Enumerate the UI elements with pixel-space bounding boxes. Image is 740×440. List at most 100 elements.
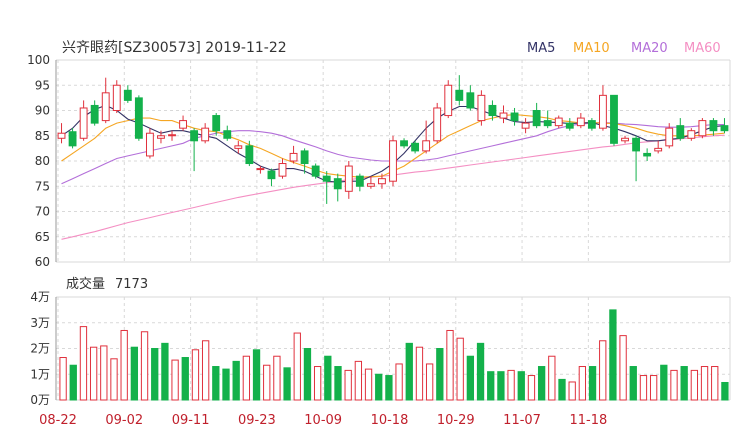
candle-body xyxy=(101,92,110,122)
volume-bar xyxy=(527,375,536,401)
volume-bar xyxy=(609,309,617,401)
volume-panel: 4万 3万 2万 1万 0万 xyxy=(30,290,731,407)
candle-body xyxy=(212,115,221,132)
volume-bar xyxy=(69,364,77,401)
candle-body xyxy=(488,104,497,117)
volume-bar xyxy=(700,366,709,401)
volume-bar xyxy=(100,345,108,401)
volume-bar xyxy=(405,342,413,401)
price-tick-label: 95 xyxy=(35,78,50,92)
volume-bar xyxy=(171,359,179,401)
candle-body xyxy=(123,89,132,101)
candle-body xyxy=(57,132,66,139)
candle-body xyxy=(157,135,165,139)
volume-bar xyxy=(313,366,322,401)
candle-body xyxy=(554,117,563,127)
volume-bar xyxy=(629,366,637,401)
date-tick-label: 09-02 xyxy=(105,413,143,428)
volume-bar xyxy=(89,346,98,401)
volume-bar xyxy=(385,375,393,401)
ma-legend: MA5 MA10 MA20 MA60 xyxy=(527,41,721,56)
candle-body xyxy=(366,183,375,187)
candle-body xyxy=(532,110,541,127)
candle-body xyxy=(112,84,121,111)
candle-body xyxy=(289,152,298,162)
candle-body xyxy=(676,125,685,139)
volume-bar xyxy=(364,368,373,401)
candle-body xyxy=(389,140,397,182)
candle-body xyxy=(720,125,729,132)
volume-bar xyxy=(721,381,729,401)
volume-bar xyxy=(487,371,495,401)
date-tick-label: 11-07 xyxy=(503,413,541,428)
volume-tick-label: 2万 xyxy=(30,342,50,356)
price-tick-label: 100 xyxy=(27,53,50,67)
candle-body xyxy=(355,175,364,187)
candle-body xyxy=(190,130,199,142)
candle-body xyxy=(444,84,453,117)
price-tick-label: 85 xyxy=(35,129,50,143)
date-tick-label: 11-18 xyxy=(569,413,607,428)
legend-ma10: MA10 xyxy=(573,41,610,56)
candle-body xyxy=(610,94,618,144)
price-tick-label: 60 xyxy=(35,255,50,269)
candle-body xyxy=(68,131,77,147)
volume-bar xyxy=(466,355,475,401)
volume-bar xyxy=(690,369,699,401)
date-tick-label: 10-18 xyxy=(371,413,409,428)
volume-bar xyxy=(232,360,240,401)
volume-bar xyxy=(263,364,271,401)
candle-body xyxy=(587,120,596,129)
price-tick-label: 75 xyxy=(35,179,50,193)
date-tick-label: 09-11 xyxy=(172,413,210,428)
volume-bar xyxy=(222,368,230,401)
volume-bar xyxy=(415,346,424,401)
volume-bar xyxy=(140,331,149,401)
volume-bar xyxy=(568,381,576,401)
candle-body xyxy=(344,165,353,192)
price-panel: 100 95 90 85 80 75 70 65 60 xyxy=(27,53,731,269)
volume-bar xyxy=(619,335,627,401)
candle-body xyxy=(422,140,431,152)
volume-bar xyxy=(548,355,556,401)
legend-ma60: MA60 xyxy=(684,41,721,56)
price-tick-label: 70 xyxy=(35,205,50,219)
candle-body xyxy=(698,120,707,137)
candle-body xyxy=(576,117,585,127)
volume-bar xyxy=(670,369,678,401)
candle-body xyxy=(632,137,641,152)
volume-bar xyxy=(497,371,505,401)
candle-body xyxy=(643,152,652,157)
volume-bar xyxy=(446,329,454,401)
volume-bar xyxy=(507,369,515,401)
volume-tick-label: 1万 xyxy=(30,367,50,381)
candle-body xyxy=(234,145,243,149)
volume-label: 成交量 xyxy=(66,276,105,292)
candle-body xyxy=(687,130,696,139)
date-tick-label: 09-23 xyxy=(238,413,276,428)
volume-bar xyxy=(212,366,220,401)
candle-body xyxy=(278,163,287,177)
volume-bar xyxy=(375,373,383,401)
candle-body xyxy=(455,89,464,101)
volume-bar xyxy=(252,349,261,401)
candle-body xyxy=(466,92,475,109)
volume-bar xyxy=(436,348,444,401)
candle-body xyxy=(79,107,88,139)
volume-bar xyxy=(293,332,301,401)
candle-body xyxy=(709,120,718,132)
volume-bar xyxy=(354,360,363,401)
volume-tick-label: 3万 xyxy=(30,316,50,330)
volume-bar xyxy=(456,337,464,401)
volume-bar xyxy=(711,366,719,401)
volume-bar xyxy=(151,348,159,401)
candle-body xyxy=(90,104,99,124)
volume-value: 7173 xyxy=(115,277,148,292)
candle-body xyxy=(411,142,420,152)
candle-body xyxy=(510,112,519,122)
volume-tick-label: 4万 xyxy=(30,290,50,304)
candle-body xyxy=(201,127,210,142)
volume-tick-label: 0万 xyxy=(30,393,50,407)
volume-bar xyxy=(283,367,291,401)
